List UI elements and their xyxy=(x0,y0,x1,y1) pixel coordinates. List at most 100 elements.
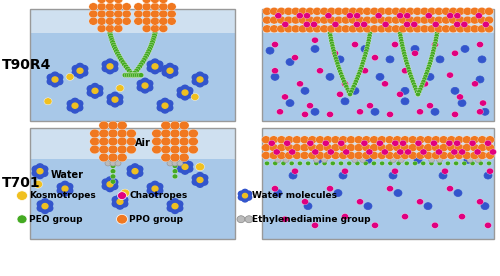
Circle shape xyxy=(307,140,314,146)
Circle shape xyxy=(106,17,114,25)
Circle shape xyxy=(89,10,98,18)
Circle shape xyxy=(346,161,352,166)
Circle shape xyxy=(304,22,310,28)
Circle shape xyxy=(456,16,465,24)
Circle shape xyxy=(476,76,484,83)
Circle shape xyxy=(76,72,84,78)
Circle shape xyxy=(310,22,318,28)
Circle shape xyxy=(275,13,282,19)
Circle shape xyxy=(126,73,132,78)
Circle shape xyxy=(151,35,156,40)
Circle shape xyxy=(302,199,308,205)
Circle shape xyxy=(107,31,113,36)
Circle shape xyxy=(191,94,199,100)
Circle shape xyxy=(289,161,294,166)
Circle shape xyxy=(130,73,136,78)
Circle shape xyxy=(462,136,471,144)
Circle shape xyxy=(424,144,432,152)
Circle shape xyxy=(342,79,346,84)
Text: T90R4: T90R4 xyxy=(2,58,51,72)
Circle shape xyxy=(311,46,319,52)
Circle shape xyxy=(478,25,486,33)
Circle shape xyxy=(400,46,406,51)
Circle shape xyxy=(342,25,350,33)
Circle shape xyxy=(458,100,466,107)
Circle shape xyxy=(108,145,118,154)
Circle shape xyxy=(47,74,54,81)
Circle shape xyxy=(430,54,434,58)
Circle shape xyxy=(486,161,492,166)
Circle shape xyxy=(264,161,270,166)
Circle shape xyxy=(159,25,168,33)
Circle shape xyxy=(361,59,366,63)
Circle shape xyxy=(116,203,123,209)
Circle shape xyxy=(360,22,368,28)
Circle shape xyxy=(463,7,472,15)
Circle shape xyxy=(420,149,427,155)
Circle shape xyxy=(378,144,386,152)
Circle shape xyxy=(97,10,106,18)
Circle shape xyxy=(66,73,74,80)
Circle shape xyxy=(117,199,123,204)
Circle shape xyxy=(300,136,309,144)
Circle shape xyxy=(170,65,178,72)
Circle shape xyxy=(416,199,424,205)
Circle shape xyxy=(123,64,129,69)
Circle shape xyxy=(330,46,336,51)
Circle shape xyxy=(89,17,98,25)
Circle shape xyxy=(132,169,138,174)
Circle shape xyxy=(52,81,59,87)
Circle shape xyxy=(342,214,348,220)
Circle shape xyxy=(162,103,168,108)
Circle shape xyxy=(108,137,118,146)
Circle shape xyxy=(475,157,481,163)
Circle shape xyxy=(116,194,123,201)
Circle shape xyxy=(484,172,492,179)
Circle shape xyxy=(340,74,344,79)
Circle shape xyxy=(408,136,418,144)
Circle shape xyxy=(370,144,378,152)
Circle shape xyxy=(434,7,444,15)
Circle shape xyxy=(114,10,123,18)
Circle shape xyxy=(97,25,106,33)
Circle shape xyxy=(350,87,355,91)
Circle shape xyxy=(348,90,354,94)
Circle shape xyxy=(432,41,438,47)
Circle shape xyxy=(434,31,440,35)
Circle shape xyxy=(331,136,340,144)
Circle shape xyxy=(416,144,425,152)
Circle shape xyxy=(398,7,407,15)
Circle shape xyxy=(192,74,200,81)
Circle shape xyxy=(462,161,467,166)
Circle shape xyxy=(150,38,156,43)
Circle shape xyxy=(454,190,462,197)
Circle shape xyxy=(351,84,356,89)
Bar xyxy=(30,9,235,121)
Bar xyxy=(30,9,235,33)
Circle shape xyxy=(306,25,314,33)
Circle shape xyxy=(402,214,408,220)
Circle shape xyxy=(470,25,479,33)
Circle shape xyxy=(147,65,154,72)
Circle shape xyxy=(92,92,98,98)
Circle shape xyxy=(478,56,486,63)
Circle shape xyxy=(335,62,340,66)
Circle shape xyxy=(446,161,450,166)
Circle shape xyxy=(200,74,208,81)
Circle shape xyxy=(470,7,479,15)
Circle shape xyxy=(200,175,208,181)
Circle shape xyxy=(77,68,83,73)
Circle shape xyxy=(370,16,379,24)
Circle shape xyxy=(388,161,393,166)
Circle shape xyxy=(432,41,438,46)
Circle shape xyxy=(166,72,173,78)
Circle shape xyxy=(354,22,360,28)
Circle shape xyxy=(370,25,379,33)
Circle shape xyxy=(338,140,344,146)
Circle shape xyxy=(400,41,404,46)
Circle shape xyxy=(182,85,188,92)
Circle shape xyxy=(413,25,422,33)
Circle shape xyxy=(72,103,78,108)
Circle shape xyxy=(172,207,178,213)
Bar xyxy=(262,9,494,121)
